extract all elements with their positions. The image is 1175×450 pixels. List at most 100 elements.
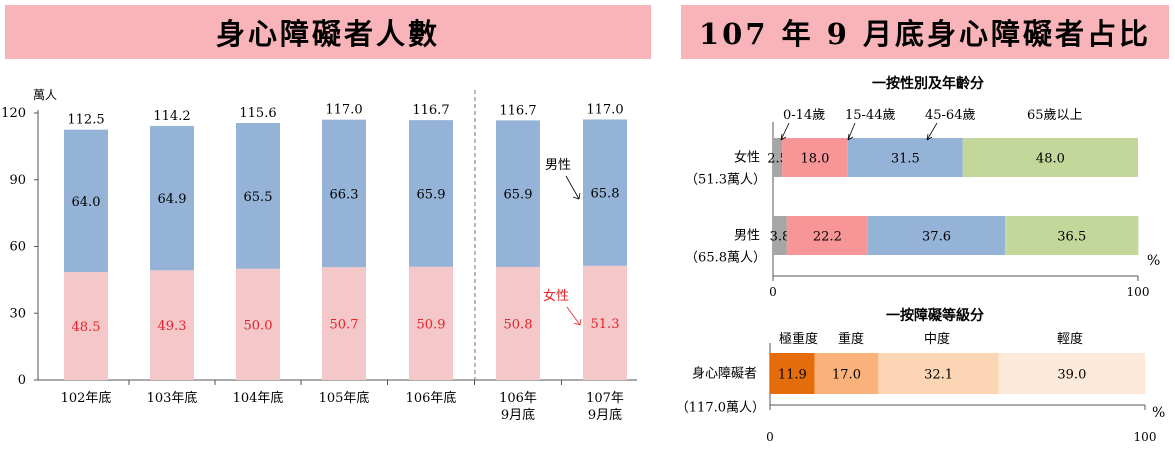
segment-value-label: 48.0 [1036,152,1065,167]
female-bar [409,266,453,380]
right-chart-title-banner: 107 年 9 月底身心障礙者占比 [681,5,1169,59]
segment-value-label: 39.0 [1057,368,1086,383]
segment-value-label: 36.5 [1057,230,1086,245]
row-sublabel: （117.0萬人） [676,401,765,416]
y-tick-label: 90 [9,173,26,188]
legend-leader-arrowhead [926,133,933,141]
h-chart-unit-label: % [1147,253,1160,269]
segment-value-label: 32.1 [924,368,953,383]
segment-bar [773,216,787,255]
male-value-label: 65.5 [244,190,273,205]
y-tick-label: 60 [9,240,26,255]
segment-bar [814,353,879,394]
row-label: 身心障礙者 [692,366,757,382]
segment-value-label: 18.0 [800,152,829,167]
total-value-label: 112.5 [67,113,104,128]
male-bar [409,120,453,267]
female-bar [150,270,194,380]
female-value-label: 50.0 [244,318,273,333]
right-chart-title: 107 年 9 月底身心障礙者占比 [698,17,1151,51]
female-bar [496,266,540,380]
legend-leader-line [847,122,856,141]
total-value-label: 117.0 [586,102,623,117]
segment-bar [878,353,999,394]
row-label: 男性 [734,229,760,244]
female-value-label: 50.7 [330,318,359,333]
total-value-label: 115.6 [239,106,276,121]
female-value-label: 50.9 [417,317,446,332]
h-chart-unit-label: % [1152,405,1165,421]
h-chart-x-tick-label: 0 [769,285,777,299]
legend-leader-arrowhead [847,133,854,141]
segment-legend-label: 65歲以上 [1027,108,1083,123]
segment-value-label: 17.0 [832,368,861,383]
x-category-label: 106年底 [406,390,457,406]
x-category-label: 102年底 [61,390,112,406]
x-category-label: 107年 [586,391,624,406]
x-category-label: 104年底 [233,390,284,406]
segment-legend-label: 中度 [924,331,950,347]
x-category-label: 9月底 [501,407,535,423]
h-chart-x-tick-label: 100 [1127,285,1150,299]
row-sublabel: （51.3萬人） [685,173,766,188]
female-value-label: 51.3 [591,317,620,332]
segment-legend-label: 輕度 [1057,331,1083,347]
female-series-label: 女性 [543,288,569,304]
legend-leader-line [926,122,938,141]
left-chart-title: 身心障礙者人數 [215,17,440,51]
legend-leader-line [780,122,790,141]
male-value-label: 65.9 [417,187,446,202]
segment-legend-label: 極重度 [779,331,818,347]
segment-bar [773,138,783,177]
segment-bar [998,353,1145,394]
segment-value-label: 3.8 [770,230,791,245]
segment-legend-label: 15-44歲 [845,108,895,123]
female-bar [322,267,366,380]
male-bar [236,123,280,269]
total-value-label: 116.7 [412,103,449,118]
total-value-label: 117.0 [325,103,362,118]
segment-value-label: 37.6 [922,230,951,245]
x-category-label: 105年底 [319,390,370,406]
legend-leader-arrowhead [780,133,787,141]
female-bar [583,265,627,380]
segment-bar [847,138,963,177]
x-category-label: 9月底 [588,407,622,423]
male-value-label: 64.0 [72,195,101,210]
male-bar [583,119,627,266]
row-label: 女性 [734,150,760,166]
female-callout-line [566,306,581,326]
female-bar [236,268,280,380]
left-chart-title-banner: 身心障礙者人數 [5,5,651,59]
sub-chart-title: 一按障礙等級分 [886,307,984,324]
y-axis-unit-label: 萬人 [33,88,57,102]
total-value-label: 116.7 [499,103,536,118]
segment-bar [962,138,1138,177]
segment-bar [867,216,1006,255]
h-chart-x-tick-label: 100 [1134,430,1157,444]
x-category-label: 103年底 [147,390,198,406]
male-bar [150,125,194,271]
y-tick-label: 120 [1,106,26,121]
x-category-label: 106年 [499,391,537,406]
male-value-label: 65.8 [591,187,620,202]
segment-value-label: 31.5 [891,152,920,167]
segment-legend-label: 重度 [838,331,864,347]
female-value-label: 50.8 [504,317,533,332]
total-value-label: 114.2 [153,109,190,124]
segment-bar [786,216,868,255]
male-value-label: 65.9 [504,188,533,203]
female-value-label: 48.5 [72,320,101,335]
female-callout-arrowhead [573,318,582,326]
female-bar [64,272,108,380]
segment-bar [1005,216,1139,255]
segment-value-label: 22.2 [813,230,842,245]
segment-value-label: 11.9 [778,368,807,383]
segment-legend-label: 45-64歲 [925,108,975,123]
male-callout-arrowhead [572,192,581,200]
sub-chart-title: 一按性別及年齡分 [872,75,984,92]
y-tick-label: 30 [9,306,26,321]
male-bar [322,119,366,268]
h-chart-x-tick-label: 0 [766,430,774,444]
